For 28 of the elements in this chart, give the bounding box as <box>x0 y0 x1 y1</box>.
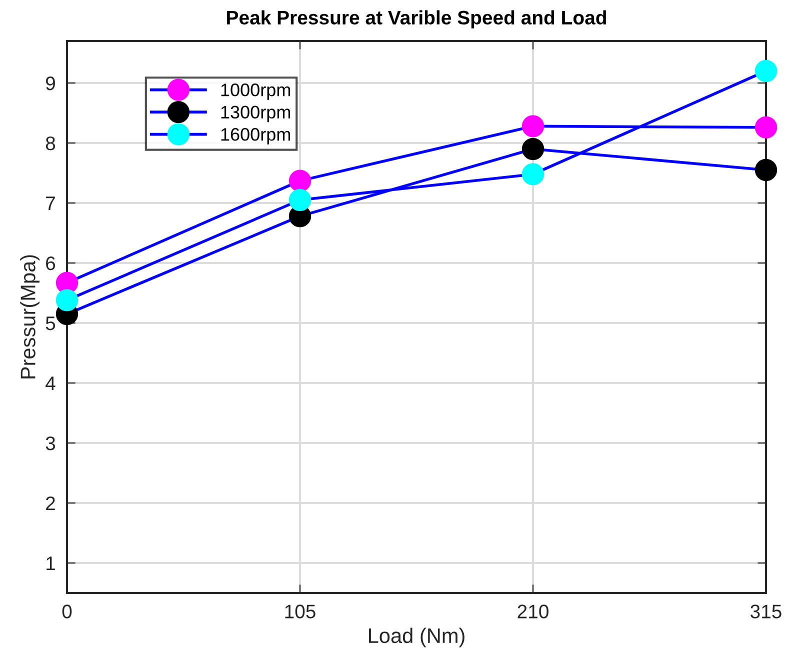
x-axis-title: Load (Nm) <box>369 628 464 648</box>
point <box>754 116 778 139</box>
point <box>522 163 544 186</box>
point <box>56 289 78 312</box>
x-tick-label: 105 <box>285 604 316 618</box>
point <box>754 158 778 182</box>
point <box>522 138 544 160</box>
y-tick-label: 9 <box>46 76 55 90</box>
legend-label: 1000rpm <box>221 84 290 100</box>
x-tick-label: 315 <box>750 604 782 618</box>
point <box>754 60 778 82</box>
y-tick-label: 1 <box>46 556 55 570</box>
point <box>288 188 312 212</box>
x-tick-label: 0 <box>62 604 72 618</box>
y-tick-label: 5 <box>46 316 56 330</box>
point <box>288 170 312 192</box>
point <box>522 115 544 138</box>
y-tick-label: 3 <box>46 436 56 450</box>
chart-title: Peak Pressure at Varible Speed and Load <box>227 10 606 28</box>
y-axis-title: Pressur(Mpa) <box>20 255 40 378</box>
y-tick-label: 7 <box>46 196 55 210</box>
y-tick-label: 2 <box>46 496 55 510</box>
y-tick-label: 8 <box>46 136 56 150</box>
legend-label: 1300rpm <box>221 106 290 122</box>
x-tick-label: 210 <box>518 604 548 618</box>
legend-label: 1600rpm <box>221 128 290 144</box>
y-tick-label: 6 <box>46 256 56 270</box>
y-tick-label: 4 <box>46 376 56 390</box>
